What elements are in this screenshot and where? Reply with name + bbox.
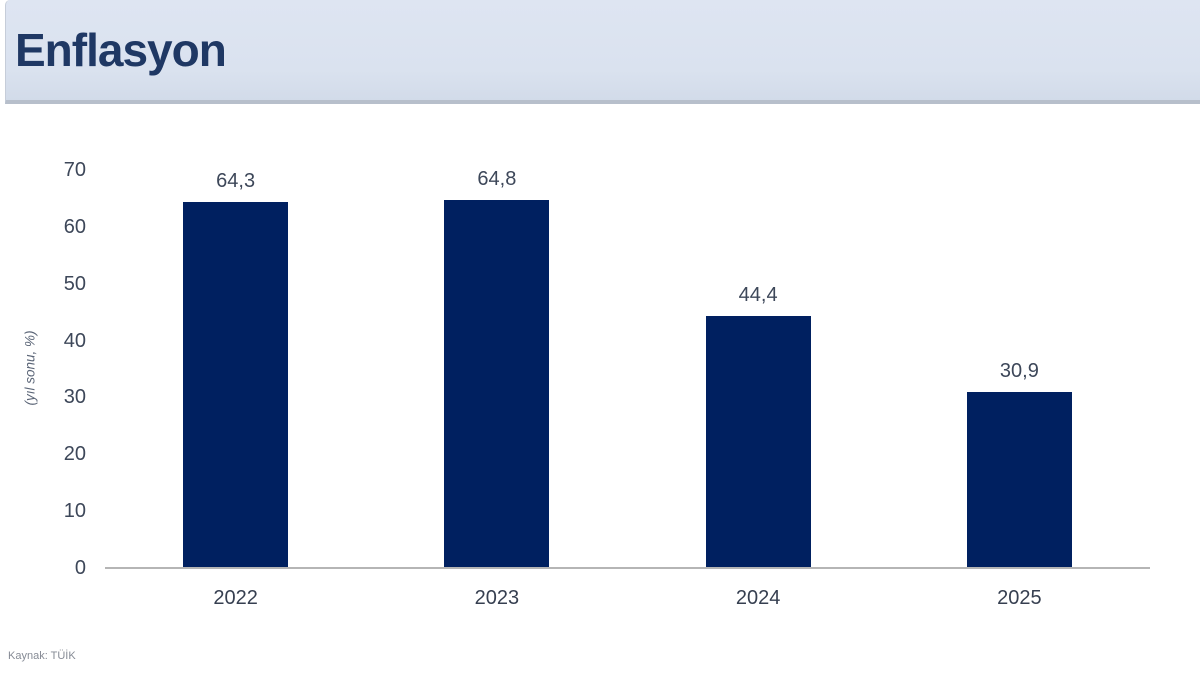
x-axis-line [105, 567, 1150, 569]
bar-value-label: 44,4 [738, 284, 778, 306]
y-tick-label: 30 [63, 386, 86, 409]
y-tick-label: 0 [74, 557, 86, 579]
x-category-label: 2025 [997, 587, 1042, 609]
source-note: Kaynak: TÜİK [8, 650, 76, 662]
x-category-label: 2022 [213, 587, 258, 609]
y-tick-label: 40 [63, 329, 86, 352]
bar-value-label: 64,8 [477, 168, 517, 190]
x-category-label: 2023 [474, 587, 520, 609]
bar-value-label: 64,3 [216, 170, 256, 192]
x-category-label: 2024 [735, 587, 781, 609]
bar [183, 202, 289, 568]
bar-value-label: 30,9 [999, 360, 1039, 382]
bar [966, 392, 1072, 568]
y-tick-label: 50 [63, 272, 86, 295]
bar [705, 316, 811, 568]
y-tick-label: 10 [63, 500, 86, 523]
title-banner: Enflasyon [5, 0, 1200, 104]
bar [444, 200, 550, 568]
y-tick-label: 60 [63, 215, 86, 238]
page-title: Enflasyon [15, 24, 227, 76]
y-axis-title: (yıl sonu, %) [22, 330, 38, 406]
y-tick-label: 20 [63, 443, 86, 466]
y-tick-label: 70 [63, 159, 86, 181]
